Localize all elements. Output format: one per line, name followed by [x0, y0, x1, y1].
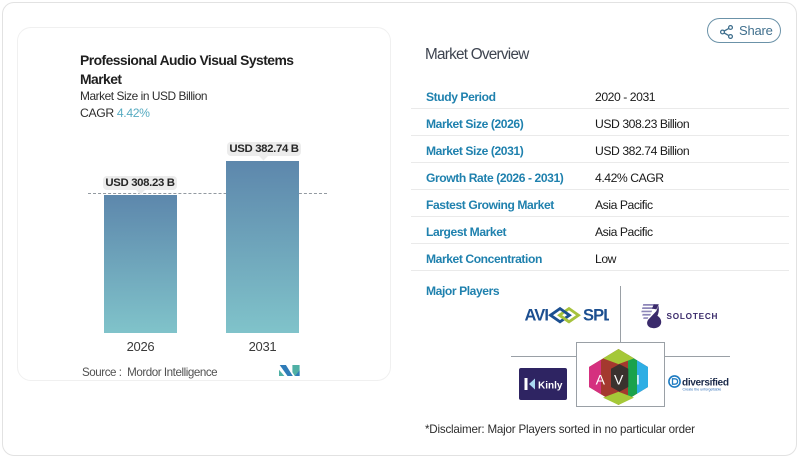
svg-text:diversified: diversified — [682, 378, 729, 389]
svg-text:AVI: AVI — [525, 307, 548, 325]
svg-text:A: A — [596, 372, 606, 388]
svg-text:V: V — [614, 372, 624, 388]
svg-text:Kinly: Kinly — [538, 381, 563, 392]
svg-text:Create the unforgettable: Create the unforgettable — [683, 388, 722, 392]
svg-text:SOLOTECH: SOLOTECH — [667, 312, 719, 321]
svg-text:SPL: SPL — [583, 307, 609, 325]
svg-text:I: I — [636, 372, 640, 388]
